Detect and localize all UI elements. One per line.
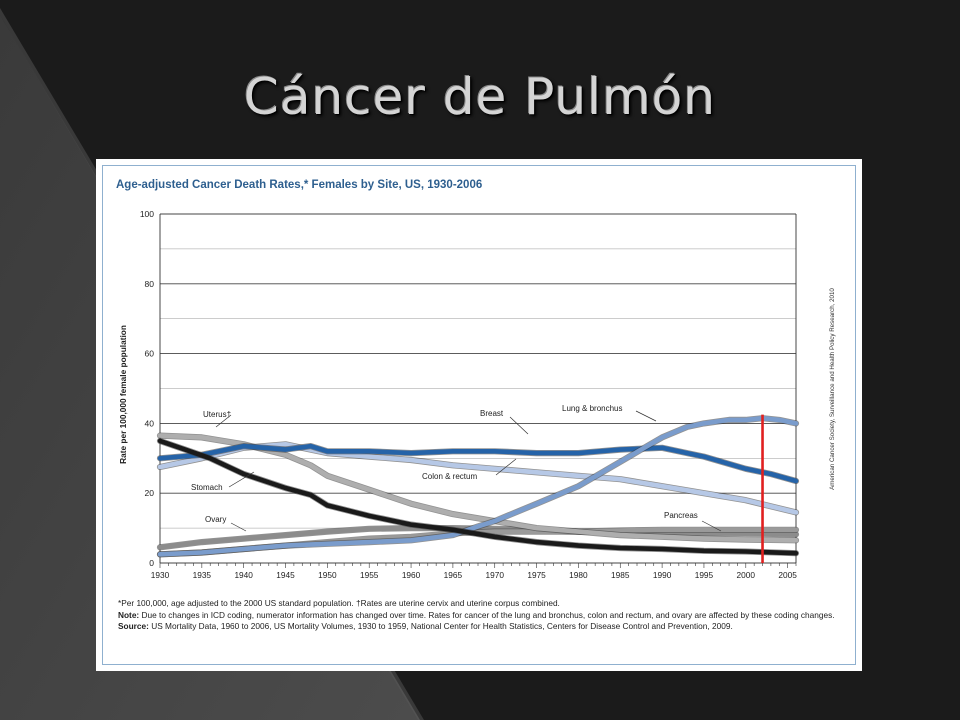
- x-tick-label: 1960: [402, 570, 421, 580]
- source-label: Source:: [118, 621, 149, 631]
- x-tick-label: 1940: [234, 570, 253, 580]
- figure-card: Age-adjusted Cancer Death Rates,* Female…: [96, 159, 862, 671]
- source-credit: American Cancer Society, Surveillance an…: [829, 288, 836, 490]
- y-tick-label: 40: [145, 418, 155, 428]
- y-tick-label: 100: [140, 209, 154, 219]
- x-tick-label: 1995: [695, 570, 714, 580]
- footnotes: *Per 100,000, age adjusted to the 2000 U…: [118, 598, 838, 633]
- slide-title: Cáncer de Pulmón: [243, 68, 717, 126]
- y-tick-label: 20: [145, 488, 155, 498]
- annotation-leader-colon-rectum: [495, 458, 517, 476]
- x-tick-label: 1975: [527, 570, 546, 580]
- annotation-breast: Breast: [480, 409, 504, 418]
- footnote-star: *Per 100,000, age adjusted to the 2000 U…: [118, 598, 560, 608]
- x-tick-label: 1935: [193, 570, 212, 580]
- x-tick-label: 1950: [318, 570, 337, 580]
- annotation-lung-bronchus: Lung & bronchus: [562, 404, 623, 413]
- x-tick-label: 1945: [276, 570, 295, 580]
- series-line-lung-bronchus: [157, 415, 799, 557]
- x-tick-label: 1980: [569, 570, 588, 580]
- annotation-ovary: Ovary: [205, 515, 226, 524]
- annotation-leader-lung-bronchus: [635, 410, 657, 422]
- x-tick-label: 1955: [360, 570, 379, 580]
- y-tick-label: 60: [145, 349, 155, 359]
- series-line-stomach: [157, 438, 799, 556]
- x-tick-label: 1930: [151, 570, 170, 580]
- y-tick-label: 0: [149, 558, 154, 568]
- x-tick-label: 1970: [486, 570, 505, 580]
- y-tick-label: 80: [145, 279, 155, 289]
- annotation-leader-ovary: [230, 522, 247, 532]
- annotation-leader-breast: [509, 416, 529, 435]
- annotation-pancreas: Pancreas: [664, 511, 698, 520]
- annotation-colon-rectum: Colon & rectum: [422, 472, 477, 481]
- footnote-note: Note: Due to changes in ICD coding, nume…: [118, 610, 838, 622]
- annotation-uterus: Uterus†: [203, 410, 231, 419]
- chart-title: Age-adjusted Cancer Death Rates,* Female…: [116, 179, 482, 191]
- series-line-breast: [157, 443, 799, 484]
- chart-frame: [102, 165, 856, 665]
- footnote-source: Source: US Mortality Data, 1960 to 2006,…: [118, 621, 838, 633]
- x-tick-label: 2000: [737, 570, 756, 580]
- line-chart: Age-adjusted Cancer Death Rates,* Female…: [116, 179, 836, 580]
- annotation-stomach: Stomach: [191, 483, 223, 492]
- x-tick-label: 1965: [444, 570, 463, 580]
- y-axis-label: Rate per 100,000 female population: [118, 325, 128, 464]
- x-tick-label: 2005: [778, 570, 797, 580]
- source-text: US Mortality Data, 1960 to 2006, US Mort…: [151, 621, 733, 631]
- x-tick-label: 1990: [653, 570, 672, 580]
- note-label: Note:: [118, 609, 140, 620]
- annotation-leader-pancreas: [701, 520, 722, 532]
- x-tick-label: 1985: [611, 570, 630, 580]
- annotation-leader-stomach: [228, 471, 255, 488]
- note-text: Due to changes in ICD coding, numerator …: [141, 609, 835, 620]
- annotation-leader-uterus: [215, 414, 232, 428]
